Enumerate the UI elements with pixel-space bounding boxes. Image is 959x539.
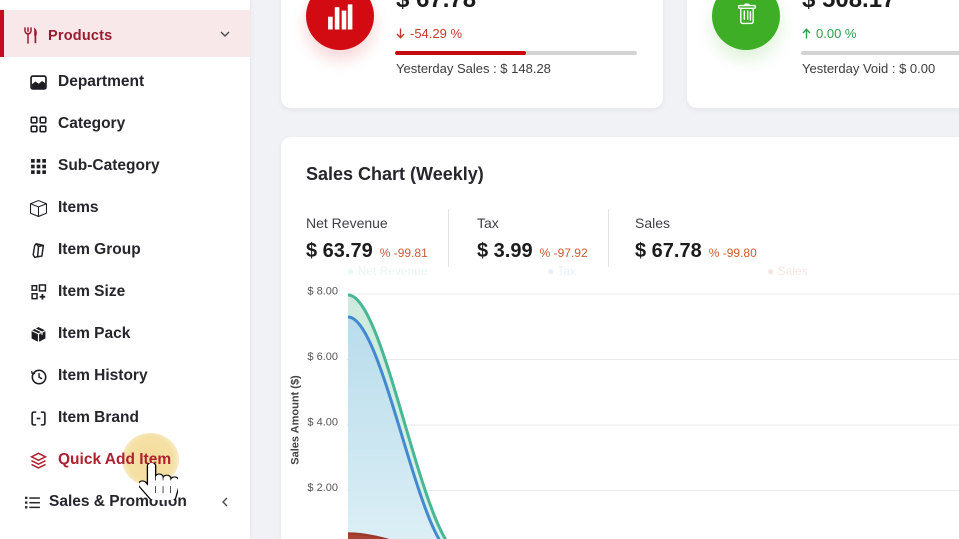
svg-text:$ 6.00: $ 6.00 (307, 351, 338, 363)
svg-text:$ 8.00: $ 8.00 (307, 286, 338, 298)
svg-text:$ 4.00: $ 4.00 (307, 417, 338, 429)
svg-text:Sales Amount ($): Sales Amount ($) (290, 375, 302, 465)
svg-text:$ 2.00: $ 2.00 (307, 482, 338, 494)
